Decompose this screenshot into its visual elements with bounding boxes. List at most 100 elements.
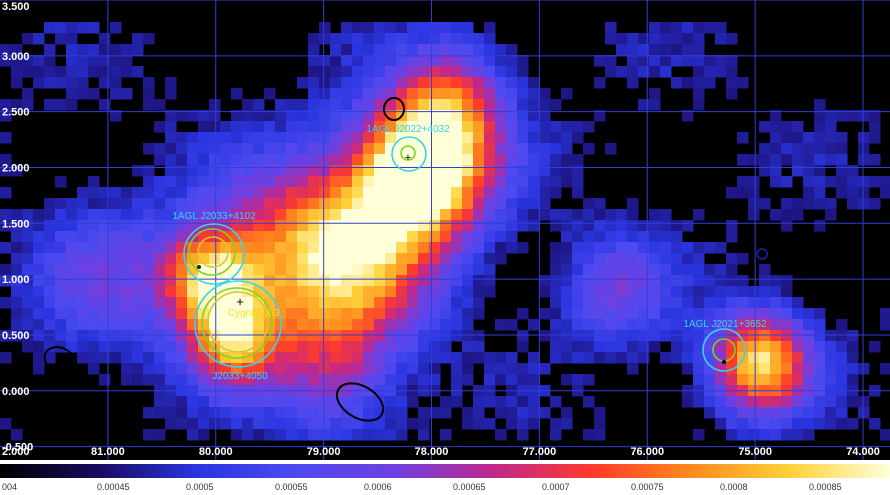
heat-pixel bbox=[99, 33, 111, 45]
heat-pixel bbox=[495, 429, 507, 441]
heat-pixel bbox=[66, 198, 78, 210]
heat-pixel bbox=[649, 44, 661, 56]
heat-pixel bbox=[165, 77, 177, 89]
heat-pixel bbox=[781, 418, 793, 430]
heat-pixel bbox=[44, 55, 56, 67]
heat-pixel bbox=[528, 363, 540, 375]
heat-pixel bbox=[528, 165, 540, 177]
heat-pixel bbox=[209, 198, 221, 210]
heat-pixel bbox=[44, 275, 56, 287]
heat-pixel bbox=[264, 132, 276, 144]
heat-pixel bbox=[484, 99, 496, 111]
marker-cygnus-x3: + bbox=[236, 294, 244, 309]
heat-pixel bbox=[11, 231, 23, 243]
heat-pixel bbox=[11, 209, 23, 221]
heat-pixel bbox=[165, 363, 177, 375]
heat-pixel bbox=[572, 297, 584, 309]
heat-pixel bbox=[66, 330, 78, 342]
heat-pixel bbox=[484, 396, 496, 408]
heat-pixel bbox=[561, 231, 573, 243]
heat-pixel bbox=[264, 154, 276, 166]
heat-pixel bbox=[231, 110, 243, 122]
heat-pixel bbox=[154, 121, 166, 133]
heat-pixel bbox=[770, 429, 782, 441]
heat-pixel bbox=[506, 198, 518, 210]
heat-pixel bbox=[363, 308, 375, 320]
heat-pixel bbox=[22, 341, 34, 353]
heat-pixel bbox=[385, 77, 397, 89]
colorbar-tick-label: 0.0005 bbox=[186, 482, 214, 492]
heat-pixel bbox=[209, 121, 221, 133]
heat-pixel bbox=[506, 187, 518, 199]
heat-pixel bbox=[627, 55, 639, 67]
heat-pixel bbox=[330, 110, 342, 122]
heat-pixel bbox=[539, 99, 551, 111]
heat-pixel bbox=[847, 187, 859, 199]
heat-pixel bbox=[649, 33, 661, 45]
heat-pixel bbox=[253, 330, 265, 342]
heat-pixel bbox=[88, 275, 100, 287]
heat-pixel bbox=[209, 374, 221, 386]
heat-pixel bbox=[22, 242, 34, 254]
heat-pixel bbox=[682, 308, 694, 320]
heat-pixel bbox=[165, 275, 177, 287]
heat-pixel bbox=[77, 220, 89, 232]
x-tick-label: 77.000 bbox=[523, 446, 557, 458]
heat-pixel bbox=[781, 209, 793, 221]
heat-pixel bbox=[770, 396, 782, 408]
y-tick-label: 2.500 bbox=[2, 107, 30, 119]
heat-pixel bbox=[286, 154, 298, 166]
heat-pixel bbox=[132, 242, 144, 254]
heat-pixel bbox=[66, 341, 78, 353]
heat-pixel bbox=[209, 132, 221, 144]
heat-pixel bbox=[792, 308, 804, 320]
heat-pixel bbox=[231, 176, 243, 188]
marker-j2033 bbox=[197, 265, 201, 269]
heat-pixel bbox=[495, 165, 507, 177]
heat-pixel bbox=[440, 132, 452, 144]
heat-pixel bbox=[594, 220, 606, 232]
heat-pixel bbox=[803, 132, 815, 144]
heat-pixel bbox=[770, 407, 782, 419]
heat-pixel bbox=[825, 374, 837, 386]
heat-pixel bbox=[165, 253, 177, 265]
heat-pixel bbox=[330, 176, 342, 188]
heat-pixel bbox=[682, 44, 694, 56]
heat-pixel bbox=[748, 308, 760, 320]
heat-pixel bbox=[363, 429, 375, 441]
heat-pixel bbox=[385, 253, 397, 265]
heat-pixel bbox=[792, 165, 804, 177]
heat-pixel bbox=[638, 66, 650, 78]
heat-pixel bbox=[495, 77, 507, 89]
heat-pixel bbox=[242, 319, 254, 331]
heat-pixel bbox=[374, 121, 386, 133]
region-ellipse-top bbox=[383, 97, 405, 121]
heat-pixel bbox=[110, 22, 122, 34]
heat-pixel bbox=[110, 319, 122, 331]
heat-pixel bbox=[33, 77, 45, 89]
heat-pixel bbox=[220, 407, 232, 419]
heat-pixel bbox=[385, 99, 397, 111]
heat-pixel bbox=[176, 176, 188, 188]
heat-pixel bbox=[374, 55, 386, 67]
heat-pixel bbox=[363, 253, 375, 265]
heat-pixel bbox=[418, 77, 430, 89]
heat-pixel bbox=[506, 110, 518, 122]
heat-pixel bbox=[275, 209, 287, 221]
heat-pixel bbox=[649, 22, 661, 34]
heat-pixel bbox=[121, 308, 133, 320]
heat-pixel bbox=[319, 429, 331, 441]
heat-pixel bbox=[594, 330, 606, 342]
heat-pixel bbox=[154, 319, 166, 331]
y-tick-label: 1.500 bbox=[2, 218, 30, 230]
heat-pixel bbox=[803, 330, 815, 342]
heat-pixel bbox=[286, 99, 298, 111]
heat-pixel bbox=[418, 231, 430, 243]
heat-pixel bbox=[649, 297, 661, 309]
heat-pixel bbox=[88, 319, 100, 331]
heat-pixel bbox=[561, 418, 573, 430]
heat-pixel bbox=[781, 363, 793, 375]
heat-pixel bbox=[726, 374, 738, 386]
heat-pixel bbox=[429, 121, 441, 133]
heat-pixel bbox=[341, 198, 353, 210]
